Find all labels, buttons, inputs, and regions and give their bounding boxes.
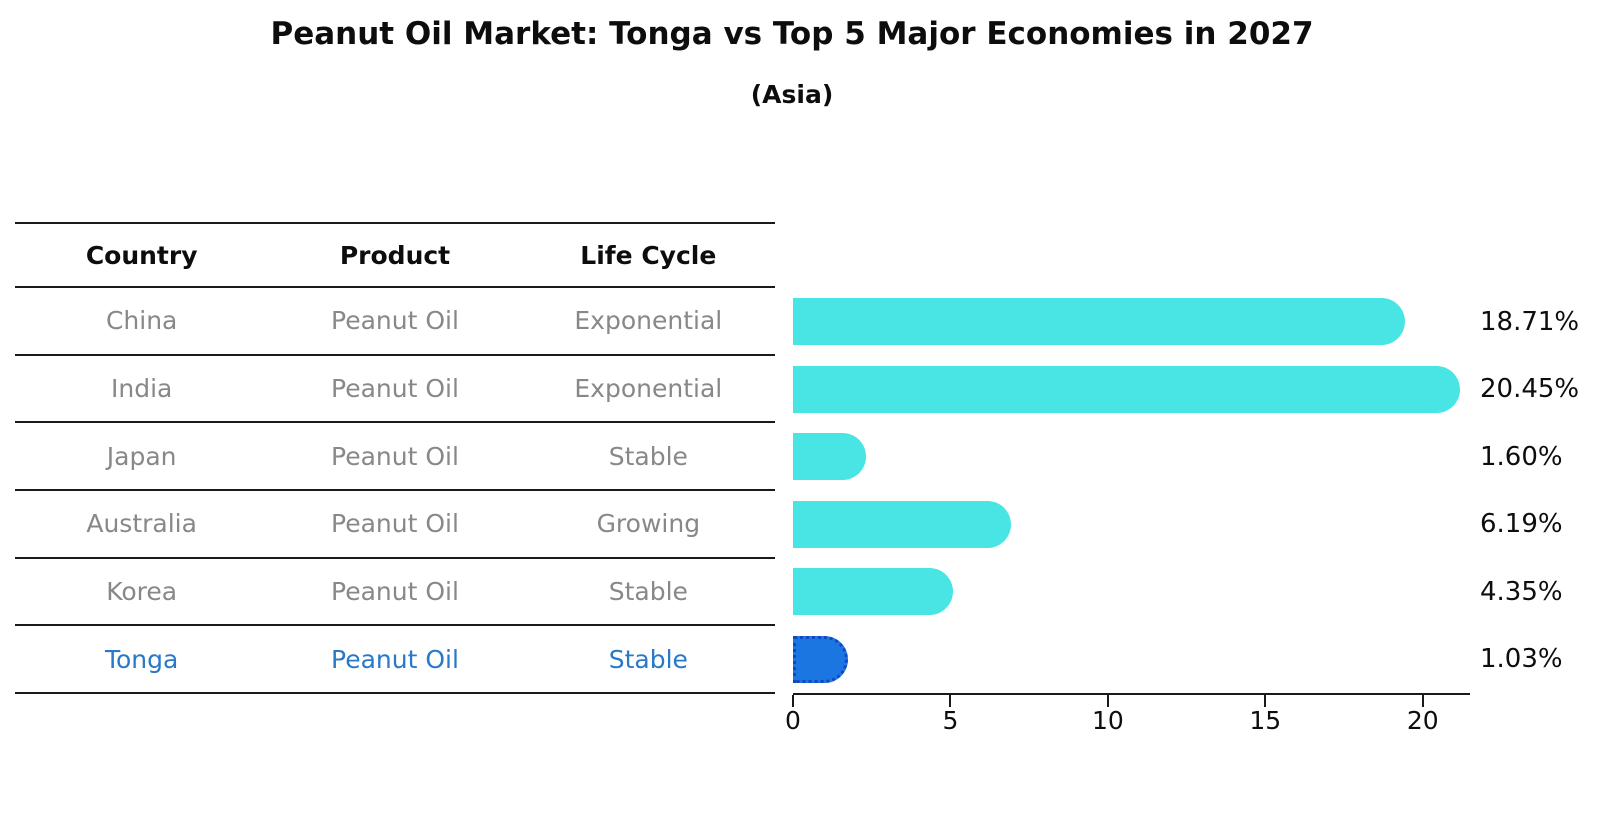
- table-row-australia: Australia Peanut Oil Growing: [15, 491, 775, 559]
- cell-life-cycle: Stable: [608, 644, 688, 674]
- cell-product: Peanut Oil: [331, 509, 459, 539]
- x-axis-tick-20: [1421, 695, 1424, 707]
- x-axis-tick-5: [949, 695, 952, 707]
- x-axis-label-20: 20: [1406, 706, 1439, 735]
- x-axis-tick-0: [792, 695, 794, 707]
- x-axis-label-5: 5: [942, 706, 959, 735]
- cell-country: Australia: [86, 509, 197, 539]
- x-axis-tick-15: [1264, 695, 1267, 707]
- country-table: Country Product Life Cycle China Peanut …: [15, 222, 775, 695]
- bar-chart: 18.71% 20.45% 1.60% 6.19% 4.35% 1.03%: [793, 288, 1579, 695]
- value-label-australia: 6.19%: [1480, 509, 1563, 540]
- chart-title: Peanut Oil Market: Tonga vs Top 5 Major …: [270, 16, 1314, 52]
- cell-country: China: [105, 306, 178, 336]
- cell-country: Japan: [106, 441, 177, 471]
- cell-product: Peanut Oil: [331, 577, 459, 607]
- value-label-india: 20.45%: [1480, 374, 1580, 405]
- value-label-china: 18.71%: [1480, 306, 1580, 337]
- bar-row-china: 18.71%: [793, 288, 1579, 356]
- table-row-india: India Peanut Oil Exponential: [15, 356, 775, 424]
- cell-life-cycle: Stable: [608, 441, 688, 471]
- table-row-korea: Korea Peanut Oil Stable: [15, 559, 775, 627]
- value-label-japan: 1.60%: [1480, 441, 1563, 472]
- chart-subtitle: (Asia): [750, 80, 834, 109]
- bar-china: [793, 298, 1406, 346]
- header-life-cycle: Life Cycle: [580, 240, 717, 270]
- table-header-row: Country Product Life Cycle: [15, 222, 775, 288]
- table-row-tonga: Tonga Peanut Oil Stable: [15, 626, 775, 695]
- cell-life-cycle: Exponential: [574, 306, 723, 336]
- x-axis-label-10: 10: [1091, 706, 1124, 735]
- x-axis-label-15: 15: [1249, 706, 1282, 735]
- x-axis-label-0: 0: [785, 706, 801, 735]
- cell-country: Tonga: [104, 644, 179, 674]
- value-label-tonga: 1.03%: [1480, 644, 1563, 675]
- x-axis-tick-10: [1106, 695, 1109, 707]
- cell-country: Korea: [106, 577, 178, 607]
- bar-row-tonga: 1.03%: [793, 626, 1563, 694]
- header-country: Country: [85, 240, 198, 270]
- value-label-korea: 4.35%: [1480, 576, 1563, 607]
- bar-india: [793, 365, 1460, 413]
- bar-row-japan: 1.60%: [793, 423, 1563, 491]
- bar-australia: [793, 500, 1011, 548]
- bar-row-korea: 4.35%: [793, 558, 1563, 626]
- bar-tonga: [793, 635, 849, 683]
- bar-korea: [793, 568, 953, 616]
- cell-life-cycle: Exponential: [574, 374, 723, 403]
- bar-row-india: 20.45%: [793, 356, 1579, 424]
- table-row-china: China Peanut Oil Exponential: [15, 288, 775, 356]
- bar-japan: [793, 433, 867, 481]
- cell-product: Peanut Oil: [331, 306, 459, 336]
- cell-country: India: [110, 374, 173, 403]
- cell-product: Peanut Oil: [331, 644, 459, 674]
- cell-product: Peanut Oil: [331, 441, 459, 471]
- table-row-japan: Japan Peanut Oil Stable: [15, 423, 775, 492]
- cell-life-cycle: Growing: [596, 509, 701, 539]
- header-product: Product: [339, 240, 451, 270]
- cell-life-cycle: Stable: [608, 577, 688, 607]
- bar-row-australia: 6.19%: [793, 491, 1563, 559]
- cell-product: Peanut Oil: [331, 374, 459, 403]
